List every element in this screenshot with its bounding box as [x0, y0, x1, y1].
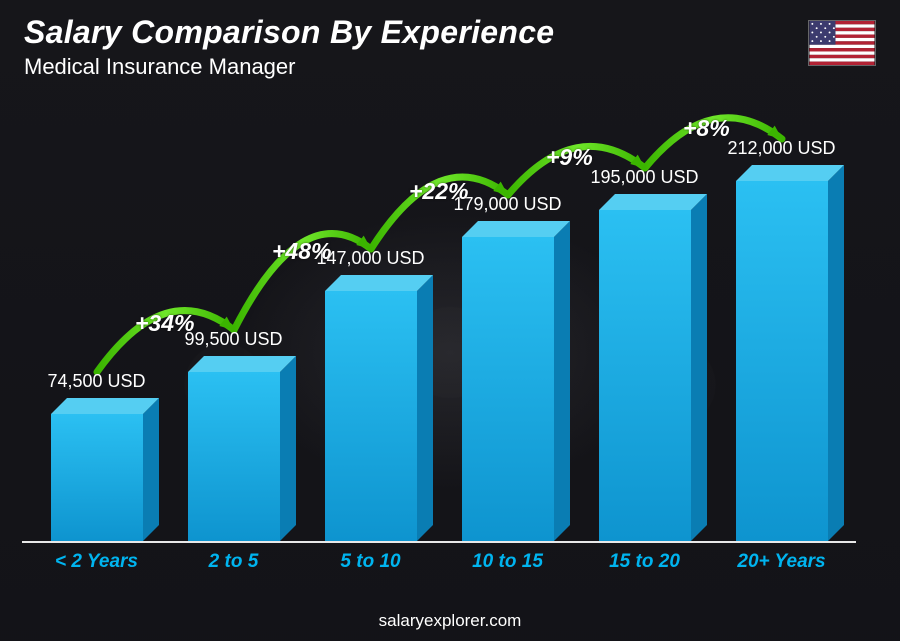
- baseline-rule: [22, 541, 856, 543]
- bar: [462, 237, 554, 541]
- increase-pct-label: +22%: [409, 178, 468, 205]
- category-label: < 2 Years: [28, 551, 165, 573]
- bar-top-face: [51, 398, 159, 414]
- bar-value-label: 99,500 USD: [184, 329, 282, 350]
- bar-side-face: [143, 398, 159, 541]
- bar: [736, 181, 828, 541]
- bar-front-face: [188, 372, 280, 541]
- bar-front-face: [599, 210, 691, 541]
- category-label: 2 to 5: [165, 551, 302, 573]
- chart-title: Salary Comparison By Experience: [24, 14, 554, 51]
- increase-pct-label: +48%: [272, 238, 331, 265]
- bar-front-face: [51, 414, 143, 541]
- bar-value-label: 179,000 USD: [453, 194, 561, 215]
- category-label: 5 to 10: [302, 551, 439, 573]
- bar-value-label: 147,000 USD: [316, 248, 424, 269]
- bar-value-label: 212,000 USD: [727, 138, 835, 159]
- bar-value-label: 74,500 USD: [47, 371, 145, 392]
- bar-side-face: [828, 165, 844, 541]
- bar-value-label: 195,000 USD: [590, 167, 698, 188]
- bar-front-face: [736, 181, 828, 541]
- bar: [188, 372, 280, 541]
- category-label: 10 to 15: [439, 551, 576, 573]
- bar-side-face: [691, 194, 707, 541]
- bar-side-face: [554, 221, 570, 541]
- website-credit: salaryexplorer.com: [0, 611, 900, 631]
- bar: [599, 210, 691, 541]
- category-label: 15 to 20: [576, 551, 713, 573]
- bar: [51, 414, 143, 541]
- category-label: 20+ Years: [713, 551, 850, 573]
- bar-chart: < 2 Years2 to 55 to 1010 to 1515 to 2020…: [28, 110, 850, 571]
- increase-pct-label: +34%: [135, 310, 194, 337]
- increase-pct-label: +8%: [683, 115, 730, 142]
- bar-side-face: [280, 356, 296, 541]
- chart-subtitle: Medical Insurance Manager: [24, 54, 295, 80]
- increase-pct-label: +9%: [546, 144, 593, 171]
- bar-front-face: [462, 237, 554, 541]
- us-flag-icon: [808, 20, 876, 66]
- bar-side-face: [417, 275, 433, 541]
